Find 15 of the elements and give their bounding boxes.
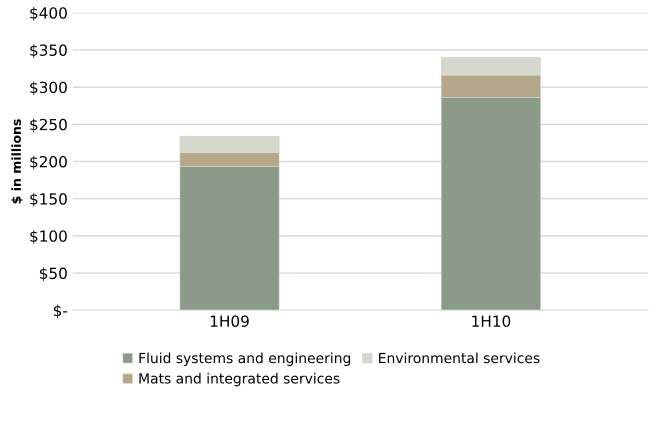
y-tick-label: $50	[40, 267, 67, 282]
y-tick-label: $400	[30, 6, 67, 21]
y-tick-label: $-	[54, 304, 68, 318]
y-tick-label: $250	[30, 118, 67, 132]
legend-label: Environmental services	[379, 352, 540, 364]
legend-label: Fluid systems and engineering	[139, 352, 350, 366]
y-tick-label: $100	[30, 230, 67, 244]
x-tick-label: 1H09	[210, 315, 249, 327]
y-axis-title: $ in millions	[11, 119, 23, 204]
y-tick-label: $200	[30, 156, 67, 170]
legend-label: Mats and integrated services	[139, 372, 340, 386]
y-tick-label: $150	[30, 192, 67, 207]
y-tick-label: $300	[30, 81, 67, 96]
x-tick-label: 1H10	[472, 315, 510, 327]
y-tick-label: $350	[30, 44, 67, 58]
